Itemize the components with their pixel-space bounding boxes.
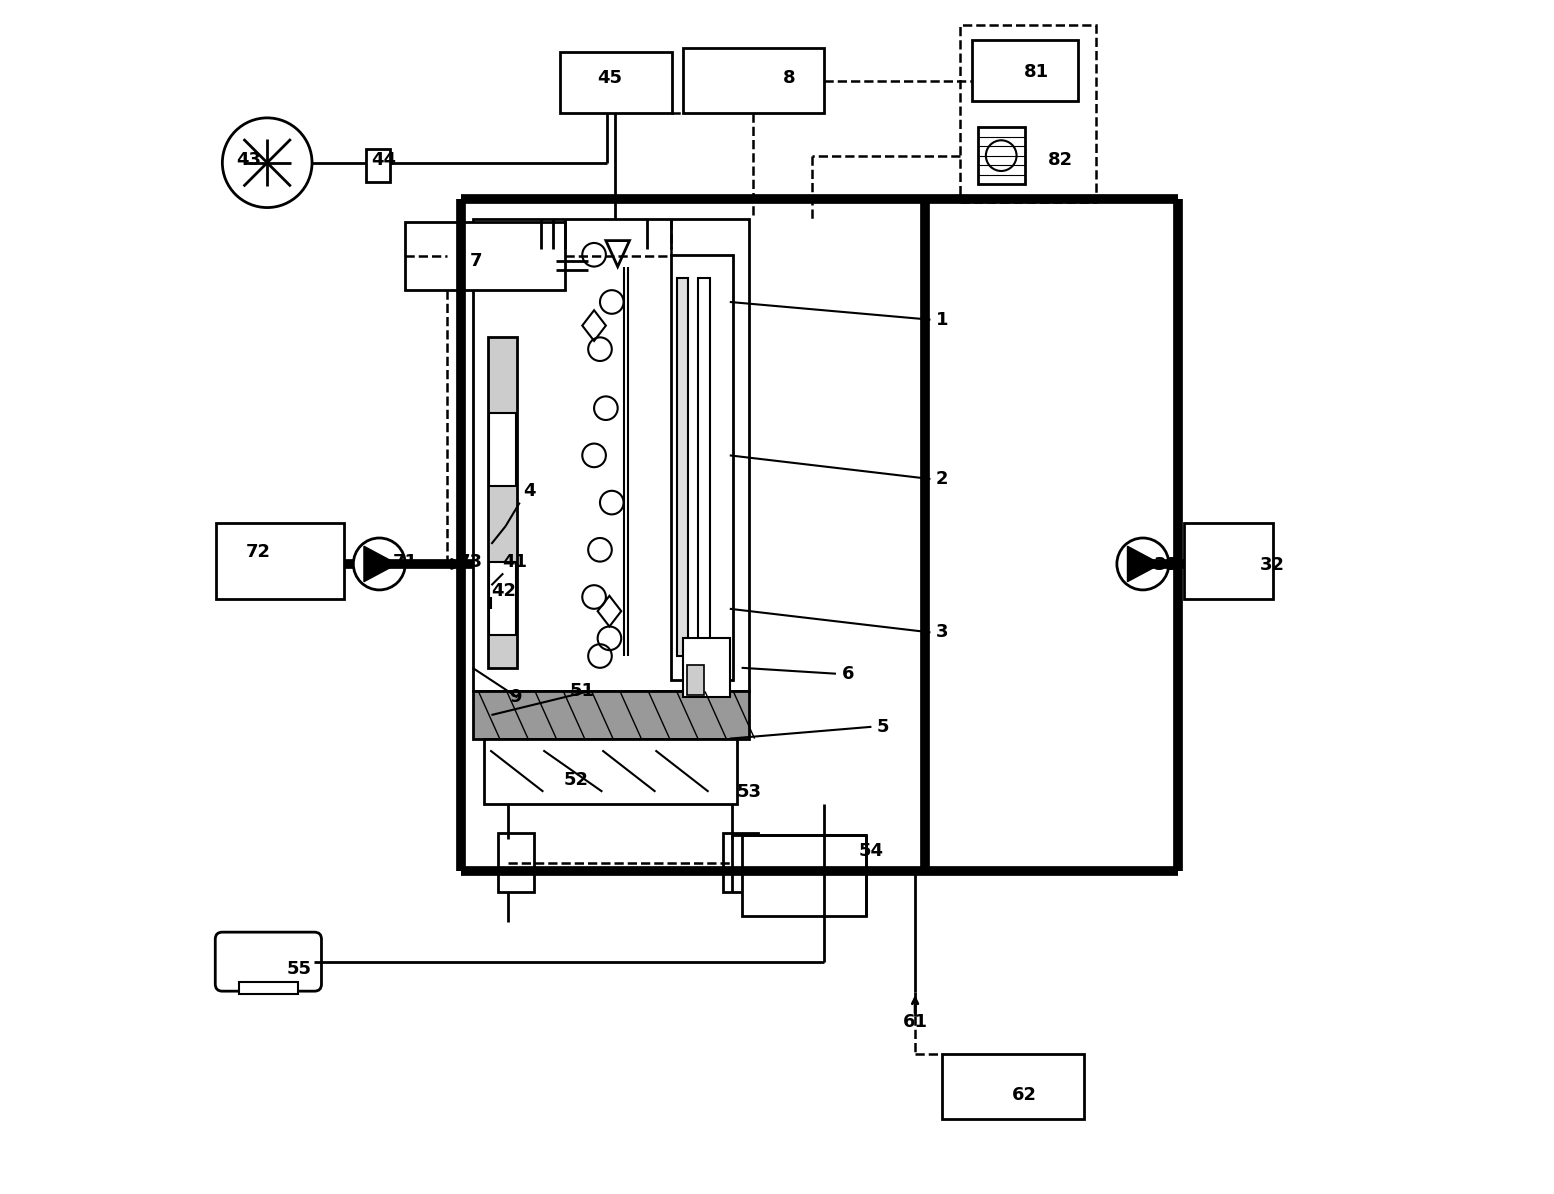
Bar	[687, 665, 704, 695]
Text: 2: 2	[936, 470, 948, 488]
Bar	[676, 278, 688, 656]
Bar	[971, 39, 1078, 101]
Text: 9: 9	[508, 688, 521, 707]
Text: 73: 73	[458, 553, 483, 571]
Text: 55: 55	[286, 960, 311, 978]
Bar	[671, 254, 733, 679]
Text: 8: 8	[783, 69, 796, 87]
Text: 43: 43	[236, 152, 261, 170]
Text: 41: 41	[502, 553, 527, 571]
Text: 5: 5	[876, 718, 889, 736]
Text: 1: 1	[936, 310, 948, 328]
Text: 71: 71	[393, 553, 418, 571]
Bar	[472, 691, 749, 739]
Bar	[406, 222, 564, 290]
Bar	[490, 413, 516, 486]
Text: 72: 72	[246, 543, 270, 561]
Bar	[1184, 523, 1273, 599]
Text: 51: 51	[570, 683, 595, 701]
Bar	[977, 128, 1024, 184]
Text: 54: 54	[859, 842, 884, 860]
Bar	[723, 833, 758, 892]
Bar	[239, 981, 298, 993]
Text: 61: 61	[903, 1013, 928, 1030]
Bar	[485, 739, 737, 804]
Bar	[499, 833, 535, 892]
Bar	[960, 25, 1096, 202]
Bar	[559, 51, 671, 113]
Text: 81: 81	[1024, 63, 1049, 81]
Bar	[472, 220, 749, 691]
Text: 4: 4	[524, 482, 536, 500]
Text: 3: 3	[936, 623, 948, 641]
Text: 45: 45	[597, 69, 622, 87]
Text: 31: 31	[1155, 556, 1179, 574]
Bar	[682, 639, 730, 697]
Bar	[698, 278, 710, 656]
Text: 42: 42	[491, 583, 516, 601]
Bar	[490, 562, 516, 635]
Text: 62: 62	[1012, 1087, 1038, 1104]
Bar	[942, 1053, 1083, 1119]
Text: 52: 52	[564, 771, 589, 789]
Bar	[488, 338, 517, 667]
Text: 82: 82	[1047, 152, 1072, 170]
Text: 6: 6	[842, 665, 855, 683]
Circle shape	[353, 538, 406, 590]
Text: 53: 53	[737, 783, 761, 801]
Bar	[682, 48, 824, 113]
Polygon shape	[364, 547, 396, 581]
Text: 7: 7	[469, 252, 482, 270]
Polygon shape	[1128, 547, 1161, 581]
Bar	[741, 836, 866, 916]
FancyBboxPatch shape	[216, 933, 322, 991]
Circle shape	[1117, 538, 1169, 590]
Text: 44: 44	[371, 152, 396, 170]
Text: 32: 32	[1260, 556, 1285, 574]
Bar	[216, 523, 343, 599]
Bar	[367, 148, 390, 181]
